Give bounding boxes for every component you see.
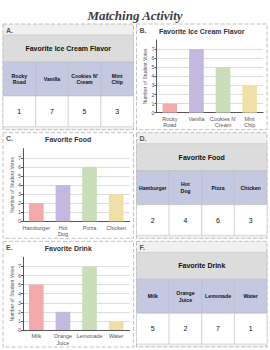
svg-text:D.: D. xyxy=(140,135,147,142)
svg-text:Hot: Hot xyxy=(59,225,68,231)
svg-text:C.: C. xyxy=(6,135,13,142)
svg-text:Lemonade: Lemonade xyxy=(77,333,103,339)
svg-text:Water: Water xyxy=(109,333,124,339)
svg-text:3: 3 xyxy=(115,108,119,115)
svg-text:5: 5 xyxy=(151,325,155,332)
svg-text:2: 2 xyxy=(151,92,154,98)
svg-text:Milk: Milk xyxy=(31,333,41,339)
svg-text:2: 2 xyxy=(151,217,155,224)
svg-text:0: 0 xyxy=(18,218,21,224)
svg-text:7: 7 xyxy=(151,46,154,52)
svg-text:1: 1 xyxy=(151,101,154,107)
svg-text:Water: Water xyxy=(244,293,258,299)
svg-text:Matching Activity: Matching Activity xyxy=(86,8,182,23)
svg-text:3: 3 xyxy=(18,191,21,197)
svg-text:Favorite Drink: Favorite Drink xyxy=(178,262,225,269)
svg-text:Vanilla: Vanilla xyxy=(44,76,61,82)
svg-text:5: 5 xyxy=(18,282,21,288)
svg-text:4: 4 xyxy=(18,182,21,188)
svg-text:Favorite Ice Cream Flavor: Favorite Ice Cream Flavor xyxy=(25,45,111,52)
svg-text:2: 2 xyxy=(183,325,187,332)
svg-text:7: 7 xyxy=(50,108,54,115)
svg-text:1: 1 xyxy=(18,318,21,324)
svg-text:Favorite Food: Favorite Food xyxy=(45,136,91,143)
svg-text:Rocky: Rocky xyxy=(162,116,178,122)
svg-text:Number of Student Votes: Number of Student Votes xyxy=(9,265,15,321)
svg-text:Favorite Food: Favorite Food xyxy=(179,154,225,161)
svg-text:Rocky: Rocky xyxy=(12,73,28,79)
svg-text:Lemonade: Lemonade xyxy=(205,293,231,299)
svg-text:3: 3 xyxy=(249,217,253,224)
svg-text:7: 7 xyxy=(18,155,21,161)
svg-text:Orange: Orange xyxy=(176,290,194,296)
svg-text:Hot: Hot xyxy=(181,181,190,187)
svg-text:Chip: Chip xyxy=(111,79,123,85)
svg-text:0: 0 xyxy=(18,327,21,333)
svg-text:Chicken: Chicken xyxy=(241,185,261,191)
svg-text:4: 4 xyxy=(151,73,154,79)
svg-text:Number of Student Votes: Number of Student Votes xyxy=(142,48,148,104)
svg-text:7: 7 xyxy=(18,263,21,269)
svg-text:6: 6 xyxy=(216,217,220,224)
svg-text:Cookies N': Cookies N' xyxy=(71,73,98,79)
svg-text:Favorite Ice Cream Flavor: Favorite Ice Cream Flavor xyxy=(159,28,245,35)
svg-text:1: 1 xyxy=(18,209,21,215)
svg-text:Cream: Cream xyxy=(76,79,93,85)
svg-text:Juice: Juice xyxy=(179,297,192,303)
svg-text:6: 6 xyxy=(18,164,21,170)
svg-text:3: 3 xyxy=(18,300,21,306)
svg-text:6: 6 xyxy=(18,273,21,279)
svg-text:F.: F. xyxy=(140,244,146,251)
svg-text:Cookies N': Cookies N' xyxy=(210,116,236,122)
svg-text:1: 1 xyxy=(17,108,21,115)
svg-text:Road: Road xyxy=(163,122,176,128)
svg-text:Hamburger: Hamburger xyxy=(23,225,51,231)
svg-text:B.: B. xyxy=(140,27,147,34)
svg-text:Hamburger: Hamburger xyxy=(139,185,167,191)
svg-text:5: 5 xyxy=(151,64,154,70)
svg-text:7: 7 xyxy=(216,325,220,332)
svg-text:Chip: Chip xyxy=(244,122,255,128)
svg-text:Mint: Mint xyxy=(244,116,255,122)
svg-text:A.: A. xyxy=(6,27,13,34)
svg-text:Cream: Cream xyxy=(215,122,232,128)
svg-text:0: 0 xyxy=(151,110,154,116)
svg-text:1: 1 xyxy=(249,325,253,332)
svg-text:Pizza: Pizza xyxy=(212,185,225,191)
svg-text:Chicken: Chicken xyxy=(106,225,126,231)
svg-text:Number of Student Votes: Number of Student Votes xyxy=(9,157,15,213)
svg-text:Favorite Drink: Favorite Drink xyxy=(45,245,92,252)
svg-text:2: 2 xyxy=(18,200,21,206)
svg-text:Pizza: Pizza xyxy=(83,225,97,231)
svg-text:Dog: Dog xyxy=(58,231,68,237)
svg-text:5: 5 xyxy=(18,173,21,179)
svg-text:Milk: Milk xyxy=(148,293,158,299)
svg-text:4: 4 xyxy=(183,217,187,224)
svg-text:6: 6 xyxy=(151,55,154,61)
svg-text:Orange: Orange xyxy=(54,333,72,339)
svg-text:4: 4 xyxy=(18,291,21,297)
svg-text:E.: E. xyxy=(6,244,13,251)
svg-text:3: 3 xyxy=(151,82,154,88)
svg-text:Road: Road xyxy=(13,79,26,85)
svg-text:Mint: Mint xyxy=(112,73,123,79)
svg-text:2: 2 xyxy=(18,309,21,315)
svg-text:Vanilla: Vanilla xyxy=(188,116,205,122)
svg-text:Juice: Juice xyxy=(57,340,70,346)
svg-text:5: 5 xyxy=(83,108,87,115)
svg-text:Dog: Dog xyxy=(180,188,190,194)
